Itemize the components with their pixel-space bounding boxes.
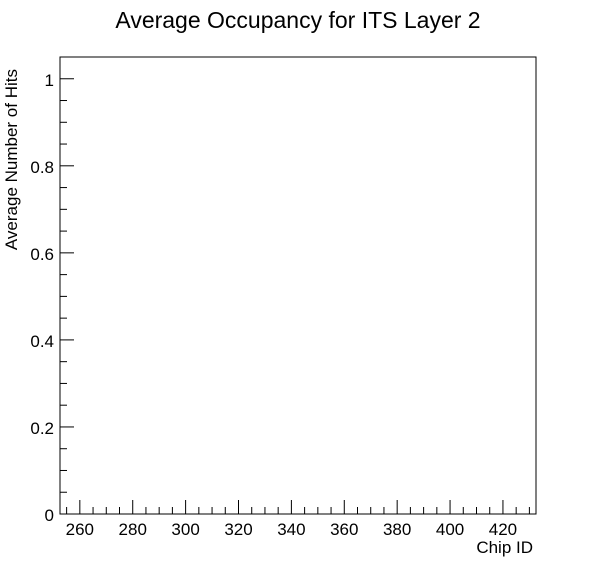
y-axis-label: Average Number of Hits [2,69,21,250]
chart-title: Average Occupancy for ITS Layer 2 [115,7,480,33]
x-tick-label: 380 [383,520,411,539]
x-axis-label: Chip ID [476,538,533,557]
plot-frame [59,56,537,515]
x-tick-label: 260 [66,520,94,539]
y-tick-label: 1 [45,71,54,90]
x-tick-label: 360 [330,520,358,539]
y-tick-label: 0.8 [30,158,54,177]
x-tick-label: 300 [171,520,199,539]
x-tick-label: 320 [224,520,252,539]
x-tick-label: 340 [277,520,305,539]
y-tick-label: 0.6 [30,245,54,264]
y-tick-label: 0 [45,506,54,525]
x-tick-label: 400 [436,520,464,539]
x-axis-ticks: 260 280 300 320 340 360 380 400 420 [66,500,530,539]
y-tick-label: 0.4 [30,332,54,351]
y-axis-ticks: 0 0.2 0.4 0.6 0.8 1 [30,56,74,525]
x-tick-label: 280 [119,520,147,539]
y-tick-label: 0.2 [30,419,54,438]
x-tick-label: 420 [489,520,517,539]
